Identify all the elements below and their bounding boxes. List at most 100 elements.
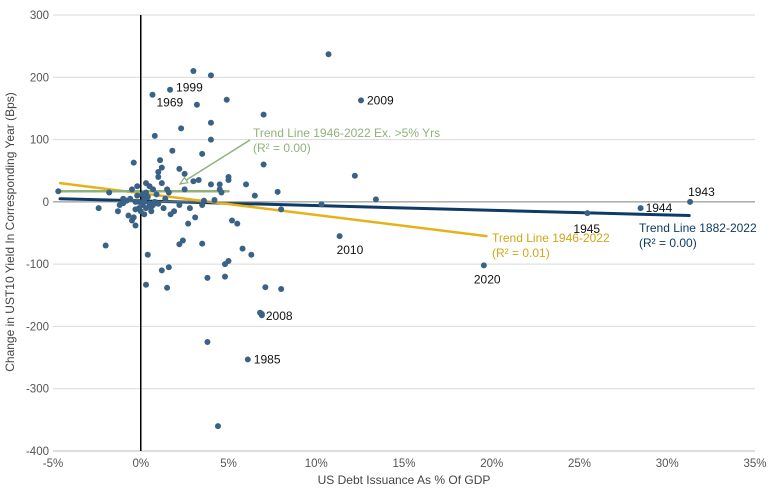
- data-point: [351, 172, 358, 179]
- year-label: 1985: [254, 352, 281, 366]
- data-point: [216, 181, 223, 188]
- data-point: [160, 205, 167, 212]
- data-point: [211, 196, 218, 203]
- trend-label-1: Trend Line 1882-2022: [639, 221, 757, 235]
- data-point: [143, 281, 150, 288]
- data-point: [207, 72, 214, 79]
- year-label: 2008: [266, 309, 293, 323]
- data-point: [171, 208, 178, 215]
- data-point: [214, 423, 221, 430]
- data-point: [178, 125, 185, 132]
- data-point: [158, 267, 165, 274]
- y-tick-label: 300: [30, 10, 49, 22]
- data-point: [128, 186, 135, 193]
- data-point: [239, 245, 246, 252]
- data-point: [207, 119, 214, 126]
- labeled-data-point: [336, 233, 343, 240]
- data-point: [207, 136, 214, 143]
- data-point: [143, 180, 150, 187]
- data-point: [132, 222, 139, 229]
- data-point: [229, 217, 236, 224]
- y-tick-label: -200: [26, 321, 49, 333]
- data-point: [165, 264, 172, 271]
- data-point: [207, 181, 214, 188]
- data-point: [199, 150, 206, 157]
- data-point: [148, 203, 155, 210]
- trend-label-3: Trend Line 1946-2022 Ex. >5% Yrs: [253, 126, 440, 140]
- year-label: 2009: [367, 93, 394, 107]
- data-points: [55, 51, 694, 430]
- y-axis-title: Change in UST10 Yield In Corresponding Y…: [3, 92, 17, 372]
- data-point: [192, 214, 199, 221]
- y-tick-label: 200: [30, 72, 49, 84]
- data-point: [114, 208, 121, 215]
- data-point: [151, 132, 158, 139]
- data-point: [150, 186, 157, 193]
- data-point: [55, 188, 62, 195]
- year-label: 1943: [688, 185, 715, 199]
- year-label: 2010: [337, 243, 364, 257]
- data-point: [193, 101, 200, 108]
- data-point: [234, 220, 241, 227]
- data-point: [181, 186, 188, 193]
- data-point: [139, 191, 146, 198]
- data-point: [169, 147, 176, 154]
- data-point: [221, 273, 228, 280]
- year-label: 1969: [157, 96, 184, 110]
- data-point: [155, 173, 162, 180]
- data-point: [200, 197, 207, 204]
- data-point: [155, 200, 162, 207]
- data-point: [278, 206, 285, 213]
- x-tick-label: 10%: [305, 458, 328, 470]
- data-point: [179, 237, 186, 244]
- year-label: 1944: [646, 201, 673, 215]
- data-point: [144, 251, 151, 258]
- x-tick-label: 35%: [743, 458, 766, 470]
- data-point: [248, 251, 255, 258]
- year-label: 1945: [573, 222, 600, 236]
- data-point: [144, 193, 151, 200]
- data-point: [186, 205, 193, 212]
- data-point: [176, 165, 183, 172]
- data-point: [260, 111, 267, 118]
- data-point: [260, 161, 267, 168]
- labeled-data-point: [244, 356, 251, 363]
- data-point: [134, 183, 141, 190]
- x-tick-label: 25%: [568, 458, 591, 470]
- labeled-data-point: [480, 262, 487, 269]
- data-point: [204, 339, 211, 345]
- data-point: [116, 201, 123, 208]
- data-point: [190, 68, 197, 75]
- data-point: [218, 189, 225, 196]
- data-point: [143, 205, 150, 212]
- data-point: [318, 201, 325, 208]
- data-point: [141, 198, 148, 205]
- data-point: [132, 206, 139, 213]
- labeled-data-point: [687, 198, 694, 205]
- y-tick-label: -300: [26, 384, 49, 396]
- data-point: [162, 195, 169, 202]
- data-point: [278, 286, 285, 293]
- labeled-data-point: [358, 97, 365, 104]
- labeled-data-point: [637, 205, 644, 212]
- data-point: [223, 96, 230, 103]
- data-point: [128, 217, 135, 224]
- data-point: [204, 274, 211, 281]
- x-tick-label: 30%: [656, 458, 679, 470]
- year-label: 2020: [474, 272, 501, 286]
- data-point: [158, 180, 165, 187]
- y-tick-label: 100: [30, 135, 49, 147]
- data-point: [106, 189, 113, 196]
- data-point: [125, 212, 132, 219]
- trend-label-2: Trend Line 1946-2022: [492, 231, 610, 245]
- y-tick-label: 0: [43, 197, 49, 209]
- data-point: [325, 51, 332, 58]
- data-point: [251, 192, 258, 199]
- x-tick-label: -5%: [43, 458, 63, 470]
- labeled-data-point: [258, 310, 265, 317]
- data-point: [199, 240, 206, 247]
- axes: -400 -300 -200 -100 0 100 200 300 -5% 0% 5% 10% 15% 2…: [26, 10, 767, 470]
- data-point: [153, 191, 160, 198]
- x-tick-label: 20%: [480, 458, 503, 470]
